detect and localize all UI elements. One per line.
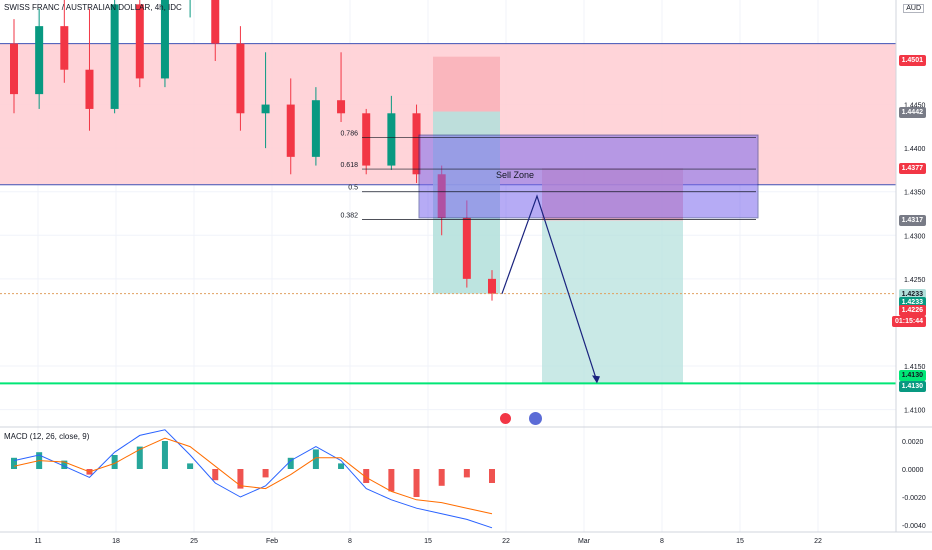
stop-zone-box <box>433 56 500 112</box>
candle-body <box>462 217 471 279</box>
price-tick-label: 1.4250 <box>904 277 926 284</box>
time-tick-label: Feb <box>266 538 278 545</box>
macd-histogram-bar <box>463 469 470 478</box>
macd-histogram-bar <box>212 469 219 481</box>
time-tick-label: 11 <box>34 538 41 545</box>
candle-body <box>387 113 396 166</box>
symbol-title: SWISS FRANC / AUSTRALIAN DOLLAR, 4h, IDC <box>4 3 182 12</box>
macd-tick-label: 0.0000 <box>902 467 924 474</box>
macd-histogram-bar <box>262 469 269 478</box>
macd-line <box>13 429 493 529</box>
event-flag-icon[interactable] <box>499 412 512 425</box>
price-tag: 1.4377 <box>898 163 926 175</box>
price-tick-label: 1.4350 <box>904 190 926 197</box>
price-tag: 1.4130 <box>898 369 926 381</box>
price-tag: 1.4233 <box>898 288 926 300</box>
price-tag: 01:15:44 <box>891 315 926 327</box>
signal-line <box>13 437 493 515</box>
macd-histogram-bar <box>161 441 168 469</box>
macd-tick-label: 0.0020 <box>902 439 924 446</box>
candle-body <box>135 4 144 79</box>
sell-zone-label: Sell Zone <box>496 170 534 180</box>
time-tick-label: 25 <box>190 538 198 545</box>
price-tick-label: 1.4400 <box>904 146 926 153</box>
price-tick-label: 1.4450 <box>904 103 926 110</box>
candle-body <box>110 4 119 109</box>
projected-profit-box <box>542 220 683 384</box>
price-tag: 1.4226 <box>898 305 926 317</box>
macd-histogram-bar <box>136 446 143 469</box>
candle-body <box>362 113 371 166</box>
time-tick-label: 8 <box>348 538 352 545</box>
price-tick-label: 1.4300 <box>904 233 926 240</box>
macd-histogram-bar <box>61 460 68 469</box>
macd-histogram-bar <box>338 463 345 469</box>
macd-histogram-bar <box>388 469 395 492</box>
candle-body <box>337 100 346 114</box>
fib-level-label: 0.618 <box>340 162 358 169</box>
fib-level-label: 0.786 <box>340 131 358 138</box>
macd-histogram-bar <box>237 469 244 489</box>
candle-body <box>236 43 245 114</box>
projection-path <box>501 194 598 382</box>
news-icon[interactable] <box>528 411 543 426</box>
macd-histogram-bar <box>438 469 445 486</box>
candle-body <box>311 100 320 157</box>
macd-histogram-bar <box>187 463 194 469</box>
candle-body <box>85 69 94 109</box>
price-tag: 1.4501 <box>898 55 926 67</box>
candle-body <box>412 113 421 175</box>
price-tick-label: 1.4150 <box>904 364 926 371</box>
time-tick-label: 18 <box>112 538 120 545</box>
candle-body <box>261 104 270 114</box>
macd-histogram-bar <box>111 455 118 469</box>
candle-body <box>211 0 220 44</box>
fib-level-label: 0.5 <box>348 185 358 192</box>
time-tick-label: Mar <box>578 538 591 545</box>
candle-body <box>488 278 496 294</box>
price-tag: 1.4233 <box>898 296 926 308</box>
price-tag: 1.4130 <box>898 380 926 392</box>
candle-body <box>160 0 169 79</box>
price-tick-label: 1.4100 <box>904 408 926 415</box>
price-tag: 1.4442 <box>898 106 926 118</box>
time-tick-label: 15 <box>736 538 744 545</box>
price-tag: 1.4317 <box>898 215 926 227</box>
macd-histogram-bar <box>363 469 370 483</box>
macd-histogram-bar <box>11 457 17 469</box>
macd-histogram-bar <box>287 457 294 469</box>
time-tick-label: 22 <box>814 538 822 545</box>
projection-arrow-head <box>592 375 600 384</box>
candle-body <box>60 26 69 70</box>
macd-histogram-bar <box>312 449 319 469</box>
time-tick-label: 22 <box>502 538 510 545</box>
macd-label: MACD (12, 26, close, 9) <box>4 432 90 441</box>
macd-histogram-bar <box>489 469 495 483</box>
currency-button[interactable]: AUD <box>903 4 924 13</box>
macd-tick-label: -0.0020 <box>902 495 926 502</box>
time-tick-label: 8 <box>660 538 664 545</box>
time-tick-label: 15 <box>424 538 432 545</box>
fib-level-label: 0.382 <box>340 213 358 220</box>
candle-body <box>35 26 44 95</box>
candle-body <box>286 104 295 157</box>
macd-histogram-bar <box>413 469 420 497</box>
candle-body <box>10 43 18 95</box>
macd-tick-label: -0.0040 <box>902 523 926 530</box>
sell-zone-box <box>418 134 759 219</box>
